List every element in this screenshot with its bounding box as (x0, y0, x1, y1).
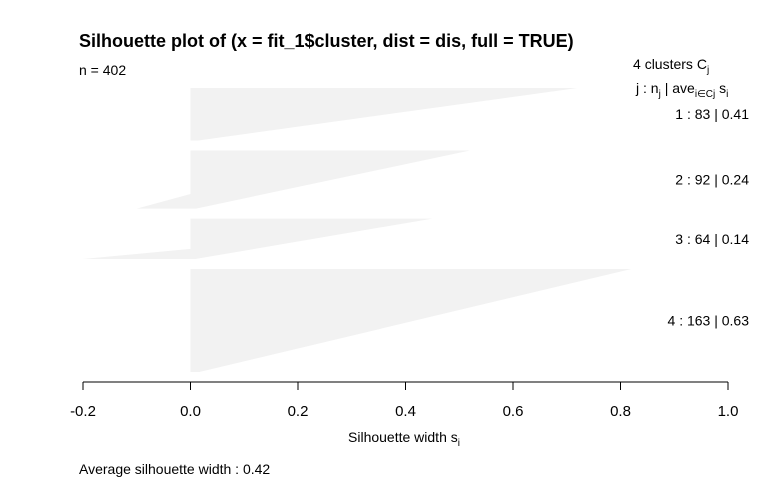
x-tick-label: 0.0 (180, 403, 201, 420)
average-silhouette-width: Average silhouette width : 0.42 (79, 461, 270, 477)
x-tick-label: -0.2 (70, 403, 96, 420)
x-axis-label: Silhouette width si (348, 429, 460, 449)
x-tick-label: 0.8 (610, 403, 631, 420)
silhouette-bars (83, 88, 632, 372)
x-axis-ticks: -0.2 0.0 0.2 0.4 0.6 0.8 1.0 (70, 382, 738, 420)
cluster-3-silhouette-bars (83, 218, 433, 260)
chart-title: Silhouette plot of (x = fit_1$cluster, d… (79, 31, 574, 51)
cluster-4-label: 4 : 163 | 0.63 (668, 313, 750, 329)
n-label: n = 402 (79, 62, 126, 78)
cluster-4-silhouette-bars (190, 269, 632, 372)
x-tick-label: 1.0 (718, 403, 739, 420)
cluster-2-label: 2 : 92 | 0.24 (675, 172, 749, 188)
x-tick-label: 0.4 (395, 403, 416, 420)
cluster-labels: 1 : 83 | 0.41 2 : 92 | 0.24 3 : 64 | 0.14 4… (668, 106, 750, 328)
cluster-1-silhouette-bars (190, 88, 578, 141)
x-tick-label: 0.6 (503, 403, 524, 420)
cluster-2-silhouette-bars (136, 150, 470, 209)
cluster-1-label: 1 : 83 | 0.41 (675, 106, 749, 122)
x-tick-label: 0.2 (288, 403, 309, 420)
legend-columns: j : nj | avei∈Cj si (635, 80, 728, 100)
legend-header: 4 clusters Cj (633, 56, 709, 76)
cluster-3-label: 3 : 64 | 0.14 (675, 231, 749, 247)
